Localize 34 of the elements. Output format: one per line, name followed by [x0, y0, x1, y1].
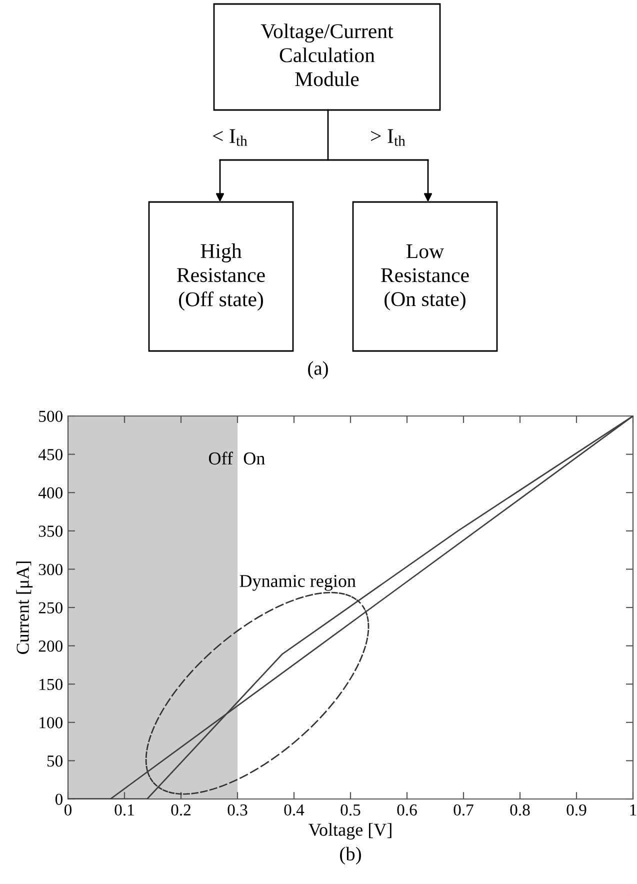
text: (a)	[308, 361, 328, 379]
y-axis-title: Current [μA]	[16, 562, 33, 654]
x-tick-label: 0	[64, 804, 72, 816]
x-tick-label: 0.6	[397, 804, 417, 816]
x-tick-label: 0.5	[340, 804, 360, 816]
y-tick-label: 450	[38, 449, 63, 460]
text: < I$_{th}$	[212, 129, 248, 146]
annotation: Dynamic region	[240, 574, 356, 591]
x-tick-label: 1	[630, 804, 636, 816]
y-tick-label: 250	[38, 602, 63, 614]
y-tick-label: 0	[55, 794, 63, 805]
text: Voltage/Current Calculation Module	[260, 24, 394, 86]
y-tick-label: 200	[38, 640, 63, 652]
annotation: On	[244, 452, 265, 465]
y-tick-label: 400	[38, 487, 63, 499]
x-tick-label: 0.9	[566, 804, 586, 816]
x-axis-title: Voltage [V]	[308, 823, 392, 840]
y-tick-label: 150	[40, 678, 63, 690]
text: > I$_{th}$	[371, 129, 406, 146]
y-tick-label: 100	[40, 717, 63, 728]
text: Low Resistance (On state)	[381, 244, 469, 310]
x-tick-label: 0.2	[171, 804, 190, 816]
annotation: Off	[208, 452, 233, 465]
y-tick-label: 300	[38, 564, 63, 576]
x-tick-label: 0.1	[114, 804, 134, 816]
x-tick-label: 0.8	[510, 804, 530, 816]
y-tick-label: 50	[47, 755, 63, 767]
text: (b)	[340, 846, 361, 865]
y-tick-label: 350	[38, 526, 63, 537]
x-tick-label: 0.7	[454, 804, 474, 816]
text: High Resistance (Off state)	[177, 243, 265, 311]
x-tick-label: 0.3	[228, 804, 248, 816]
x-tick-label: 0.4	[284, 804, 304, 816]
y-tick-label: 500	[39, 410, 63, 422]
